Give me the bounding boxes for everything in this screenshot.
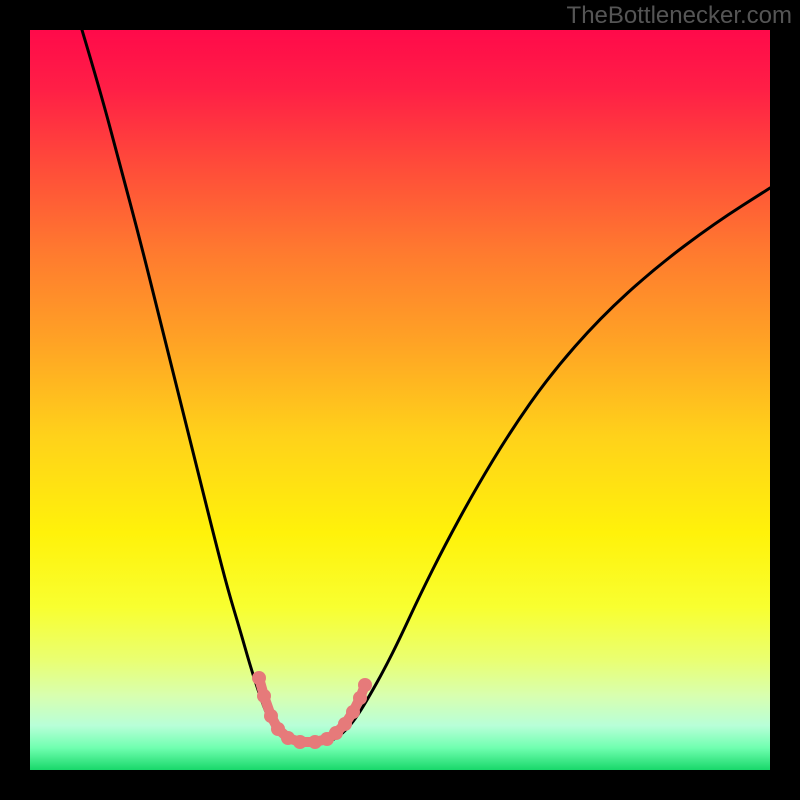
marker-chain-node bbox=[353, 691, 367, 705]
marker-chain-node bbox=[252, 671, 266, 685]
marker-chain-node bbox=[257, 689, 271, 703]
chart-frame: TheBottlenecker.com bbox=[0, 0, 800, 800]
marker-chain bbox=[252, 671, 372, 749]
marker-chain-node bbox=[308, 735, 322, 749]
marker-chain-node bbox=[281, 731, 295, 745]
marker-chain-node bbox=[358, 678, 372, 692]
marker-chain-node bbox=[264, 709, 278, 723]
marker-chain-node bbox=[293, 735, 307, 749]
watermark-text: TheBottlenecker.com bbox=[567, 2, 792, 30]
bottleneck-curve bbox=[0, 0, 800, 800]
marker-chain-node bbox=[346, 705, 360, 719]
marker-chain-node bbox=[338, 717, 352, 731]
curve-path bbox=[82, 30, 770, 744]
